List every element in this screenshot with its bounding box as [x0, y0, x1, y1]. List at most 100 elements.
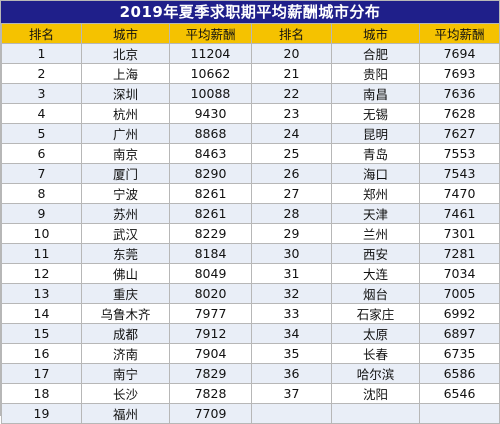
- table-row: 6 南京 8463 25 青岛 7553: [1, 143, 500, 164]
- rank-cell: 3: [1, 83, 82, 104]
- rank-cell: 5: [1, 123, 82, 144]
- rank-cell: 15: [1, 323, 82, 344]
- salary-cell: 10662: [169, 63, 252, 84]
- rank-cell: 37: [251, 383, 332, 404]
- rank-cell: 21: [251, 63, 332, 84]
- city-cell: 烟台: [331, 283, 420, 304]
- rank-cell: [251, 403, 332, 424]
- salary-cell: 7543: [419, 163, 500, 184]
- city-cell: 石家庄: [331, 303, 420, 324]
- salary-cell: 7709: [169, 403, 252, 424]
- salary-cell: 7829: [169, 363, 252, 384]
- salary-ranking-table: 排名 城市 平均薪酬 排名 城市 平均薪酬 1 北京 11204 20 合肥 7694 2 上…: [1, 23, 500, 424]
- table-row: 15 成都 7912 34 太原 6897: [1, 323, 500, 344]
- table-row: 1 北京 11204 20 合肥 7694: [1, 43, 500, 64]
- salary-cell: 6992: [419, 303, 500, 324]
- salary-cell: 7904: [169, 343, 252, 364]
- salary-cell: 11204: [169, 43, 252, 64]
- rank-cell: 18: [1, 383, 82, 404]
- city-cell: 哈尔滨: [331, 363, 420, 384]
- city-cell: 深圳: [81, 83, 170, 104]
- city-cell: 青岛: [331, 143, 420, 164]
- salary-cell: 7470: [419, 183, 500, 204]
- city-cell: 佛山: [81, 263, 170, 284]
- city-cell: 武汉: [81, 223, 170, 244]
- city-cell: 沈阳: [331, 383, 420, 404]
- table-row: 17 南宁 7829 36 哈尔滨 6586: [1, 363, 500, 384]
- city-cell: 南京: [81, 143, 170, 164]
- salary-cell: 8184: [169, 243, 252, 264]
- rank-cell: 28: [251, 203, 332, 224]
- table-row: 2 上海 10662 21 贵阳 7693: [1, 63, 500, 84]
- rank-cell: 4: [1, 103, 82, 124]
- city-cell: 南昌: [331, 83, 420, 104]
- salary-cell: 9430: [169, 103, 252, 124]
- salary-cell: 8020: [169, 283, 252, 304]
- city-cell: 贵阳: [331, 63, 420, 84]
- table-title: 2019年夏季求职期平均薪酬城市分布: [1, 1, 499, 23]
- rank-cell: 9: [1, 203, 82, 224]
- table-row: 8 宁波 8261 27 郑州 7470: [1, 183, 500, 204]
- city-cell: 福州: [81, 403, 170, 424]
- header-rank-left: 排名: [1, 23, 82, 44]
- header-city-right: 城市: [331, 23, 420, 44]
- rank-cell: 24: [251, 123, 332, 144]
- rank-cell: 23: [251, 103, 332, 124]
- rank-cell: 10: [1, 223, 82, 244]
- city-cell: 杭州: [81, 103, 170, 124]
- salary-cell: 8261: [169, 203, 252, 224]
- salary-cell: 8049: [169, 263, 252, 284]
- rank-cell: 11: [1, 243, 82, 264]
- salary-cell: 7693: [419, 63, 500, 84]
- rank-cell: 6: [1, 143, 82, 164]
- salary-cell: 7628: [419, 103, 500, 124]
- salary-cell: 8290: [169, 163, 252, 184]
- city-cell: 兰州: [331, 223, 420, 244]
- city-cell: 西安: [331, 243, 420, 264]
- salary-cell: 7912: [169, 323, 252, 344]
- salary-cell: 7828: [169, 383, 252, 404]
- rank-cell: 36: [251, 363, 332, 384]
- rank-cell: 17: [1, 363, 82, 384]
- city-cell: 太原: [331, 323, 420, 344]
- salary-cell: 7636: [419, 83, 500, 104]
- table-row: 12 佛山 8049 31 大连 7034: [1, 263, 500, 284]
- table-row: 3 深圳 10088 22 南昌 7636: [1, 83, 500, 104]
- rank-cell: 22: [251, 83, 332, 104]
- salary-cell: 8868: [169, 123, 252, 144]
- city-cell: 成都: [81, 323, 170, 344]
- city-cell: 昆明: [331, 123, 420, 144]
- table-body: 1 北京 11204 20 合肥 7694 2 上海 10662 21 贵阳 7693 3 深圳 10088…: [1, 43, 500, 424]
- rank-cell: 13: [1, 283, 82, 304]
- city-cell: [331, 403, 420, 424]
- salary-cell: 7281: [419, 243, 500, 264]
- rank-cell: 7: [1, 163, 82, 184]
- table-row: 13 重庆 8020 32 烟台 7005: [1, 283, 500, 304]
- rank-cell: 19: [1, 403, 82, 424]
- salary-cell: 8261: [169, 183, 252, 204]
- table-row: 16 济南 7904 35 长春 6735: [1, 343, 500, 364]
- table-row: 10 武汉 8229 29 兰州 7301: [1, 223, 500, 244]
- table-row: 5 广州 8868 24 昆明 7627: [1, 123, 500, 144]
- rank-cell: 29: [251, 223, 332, 244]
- rank-cell: 35: [251, 343, 332, 364]
- salary-cell: 6586: [419, 363, 500, 384]
- salary-cell: 6897: [419, 323, 500, 344]
- city-cell: 大连: [331, 263, 420, 284]
- table-row: 14 乌鲁木齐 7977 33 石家庄 6992: [1, 303, 500, 324]
- salary-cell: 8463: [169, 143, 252, 164]
- rank-cell: 32: [251, 283, 332, 304]
- rank-cell: 1: [1, 43, 82, 64]
- city-cell: 苏州: [81, 203, 170, 224]
- rank-cell: 34: [251, 323, 332, 344]
- header-salary-right: 平均薪酬: [419, 23, 500, 44]
- table-row: 18 长沙 7828 37 沈阳 6546: [1, 383, 500, 404]
- city-cell: 东莞: [81, 243, 170, 264]
- city-cell: 天津: [331, 203, 420, 224]
- rank-cell: 26: [251, 163, 332, 184]
- city-cell: 南宁: [81, 363, 170, 384]
- salary-cell: 8229: [169, 223, 252, 244]
- rank-cell: 31: [251, 263, 332, 284]
- salary-cell: 7553: [419, 143, 500, 164]
